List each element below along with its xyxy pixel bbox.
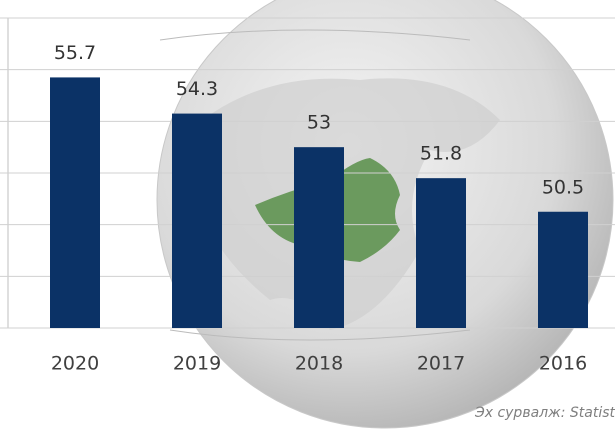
bar: [50, 77, 100, 329]
value-label: 53: [307, 112, 331, 134]
value-label: 54.3: [176, 78, 218, 100]
source-note: Эх сурвалж: Statist: [474, 405, 615, 421]
x-tick-label: 2016: [539, 353, 587, 375]
x-tick-label: 2019: [173, 353, 221, 375]
bar: [172, 113, 222, 328]
bar: [538, 211, 588, 328]
bar: [294, 147, 344, 328]
globe-background: [156, 0, 614, 429]
x-tick-label: 2018: [295, 353, 343, 375]
x-tick-label: 2020: [51, 353, 99, 375]
value-label: 55.7: [54, 42, 96, 64]
value-label: 50.5: [542, 176, 584, 198]
value-label: 51.8: [420, 143, 462, 165]
bar: [416, 178, 466, 328]
x-tick-label: 2017: [417, 353, 465, 375]
